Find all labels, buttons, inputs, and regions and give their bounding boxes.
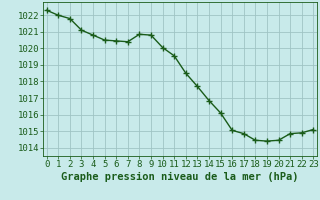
X-axis label: Graphe pression niveau de la mer (hPa): Graphe pression niveau de la mer (hPa) xyxy=(61,172,299,182)
